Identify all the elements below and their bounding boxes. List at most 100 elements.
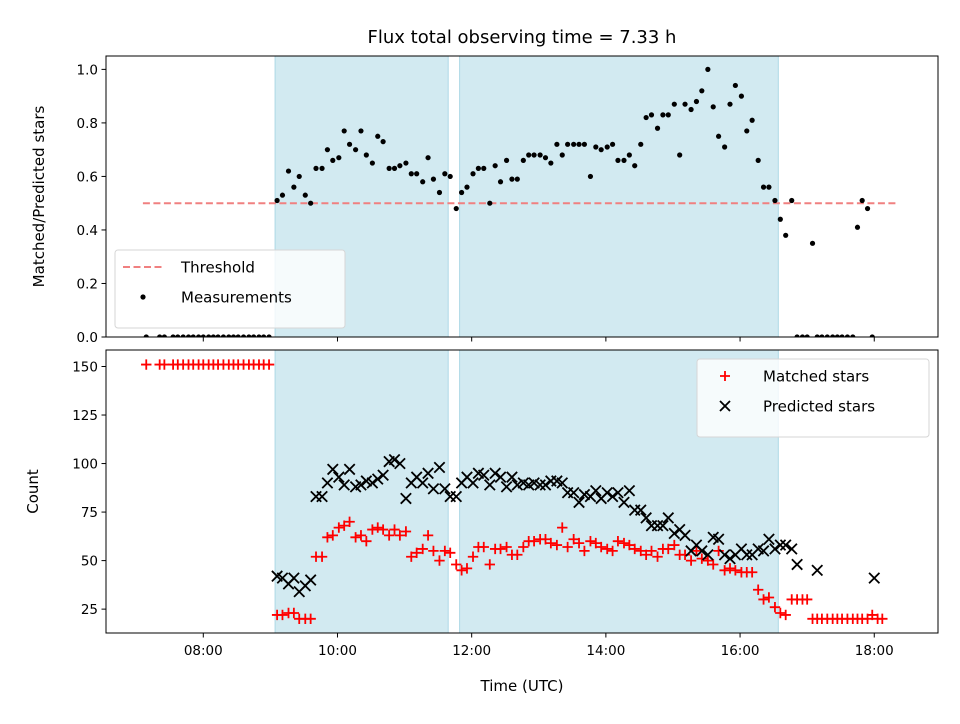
ratio-axes-frame — [105, 55, 939, 338]
measurement-point — [358, 128, 364, 134]
matched-star-point — [540, 534, 551, 545]
predicted-star-point — [556, 477, 569, 489]
matched-star-point — [327, 530, 338, 541]
count-panel: 25 50 75 100 125 150 08:00 10:00 12:00 14:00 16:00… — [24, 349, 939, 659]
predicted-star-point — [702, 548, 714, 561]
measurement-point — [274, 197, 280, 204]
predicted-star-point — [589, 484, 602, 497]
predicted-star-point — [791, 558, 803, 571]
matched-star-point — [478, 541, 489, 553]
matched-star-point — [579, 545, 590, 557]
measurement-point — [834, 334, 840, 337]
matched-star-point — [383, 530, 395, 541]
measurement-point — [766, 184, 772, 190]
count-y-tick-label: 100 — [72, 457, 98, 473]
measurement-point — [715, 133, 722, 139]
measurement-point — [693, 98, 700, 105]
predicted-star-point — [355, 479, 367, 491]
measurement-point — [319, 165, 325, 171]
measurement-point — [587, 173, 594, 180]
measurement-point — [581, 141, 588, 147]
measurement-point — [251, 334, 257, 337]
measurement-point — [514, 176, 520, 182]
matched-star-point — [344, 516, 355, 527]
matched-star-point — [646, 545, 657, 557]
matched-star-point — [512, 549, 523, 560]
predicted-star-point — [612, 486, 624, 499]
measurement-point — [520, 157, 526, 163]
predicted-star-point — [785, 543, 798, 555]
measurement-point — [789, 197, 795, 204]
predicted-star-point — [662, 512, 675, 524]
ratio-y-tick-label: 0.8 — [77, 116, 98, 132]
measurement-point — [799, 334, 806, 337]
measurement-point — [548, 160, 554, 166]
measurement-point — [732, 82, 738, 89]
predicted-star-point — [366, 477, 379, 489]
measurement-point — [772, 197, 778, 204]
matched-star-point — [305, 613, 316, 625]
predicted-star-point — [640, 512, 652, 524]
predicted-star-point — [450, 490, 463, 503]
legend-measurements-swatch — [140, 294, 146, 300]
matched-star-point — [624, 539, 635, 551]
measurement-point — [408, 171, 414, 177]
matched-star-point — [428, 545, 439, 557]
predicted-star-point — [427, 482, 440, 495]
legend-matched-swatch — [720, 371, 730, 381]
predicted-star-point — [724, 552, 736, 565]
matched-star-point — [394, 530, 406, 541]
measurement-point — [804, 334, 810, 337]
predicted-star-point — [712, 533, 725, 546]
matched-star-point — [629, 543, 640, 555]
measurement-point — [531, 152, 537, 158]
matched-star-point — [595, 541, 607, 553]
legend-label: Matched stars — [763, 368, 869, 386]
matched-star-point — [439, 545, 451, 557]
matched-star-point — [528, 535, 540, 547]
matched-star-point — [141, 359, 152, 370]
predicted-star-point — [489, 467, 501, 480]
matched-star-point — [545, 537, 557, 549]
predicted-star-point — [433, 461, 446, 474]
predicted-star-point — [740, 548, 753, 561]
predicted-star-point — [769, 543, 781, 555]
matched-star-point — [316, 551, 328, 562]
predicted-star-point — [416, 477, 429, 489]
predicted-star-point — [500, 481, 513, 493]
x-tick-label: 16:00 — [721, 643, 760, 659]
measurement-point — [777, 216, 783, 222]
matched-star-point — [361, 535, 372, 547]
matched-star-point — [495, 543, 506, 555]
matched-star-point — [702, 555, 714, 566]
measurement-point — [593, 144, 599, 150]
measurement-point — [475, 165, 481, 171]
matched-star-point — [501, 541, 512, 553]
measurement-point — [727, 101, 733, 107]
predicted-star-point — [343, 463, 356, 476]
measurement-point — [346, 141, 353, 147]
measurement-point — [705, 66, 711, 72]
predicted-star-point — [477, 469, 490, 482]
measurement-point — [660, 112, 666, 118]
measurement-point — [143, 334, 149, 337]
measurement-point — [403, 160, 409, 166]
matched-star-point — [445, 547, 456, 559]
measurement-point — [341, 128, 347, 134]
measurement-point — [497, 179, 504, 185]
matched-star-point — [263, 359, 275, 370]
measurement-point — [215, 334, 221, 337]
measurement-point — [425, 155, 431, 161]
predicted-star-point — [657, 519, 669, 532]
matched-star-point — [338, 520, 350, 531]
predicted-star-point — [668, 527, 681, 540]
predicted-star-point — [757, 545, 770, 557]
matched-star-point — [451, 559, 462, 570]
legend-label: Predicted stars — [763, 398, 875, 416]
matched-star-point — [691, 545, 702, 557]
predicted-star-point — [623, 484, 636, 497]
predicted-star-point — [618, 496, 630, 509]
measurement-point — [576, 141, 582, 147]
measurement-point — [302, 192, 308, 198]
